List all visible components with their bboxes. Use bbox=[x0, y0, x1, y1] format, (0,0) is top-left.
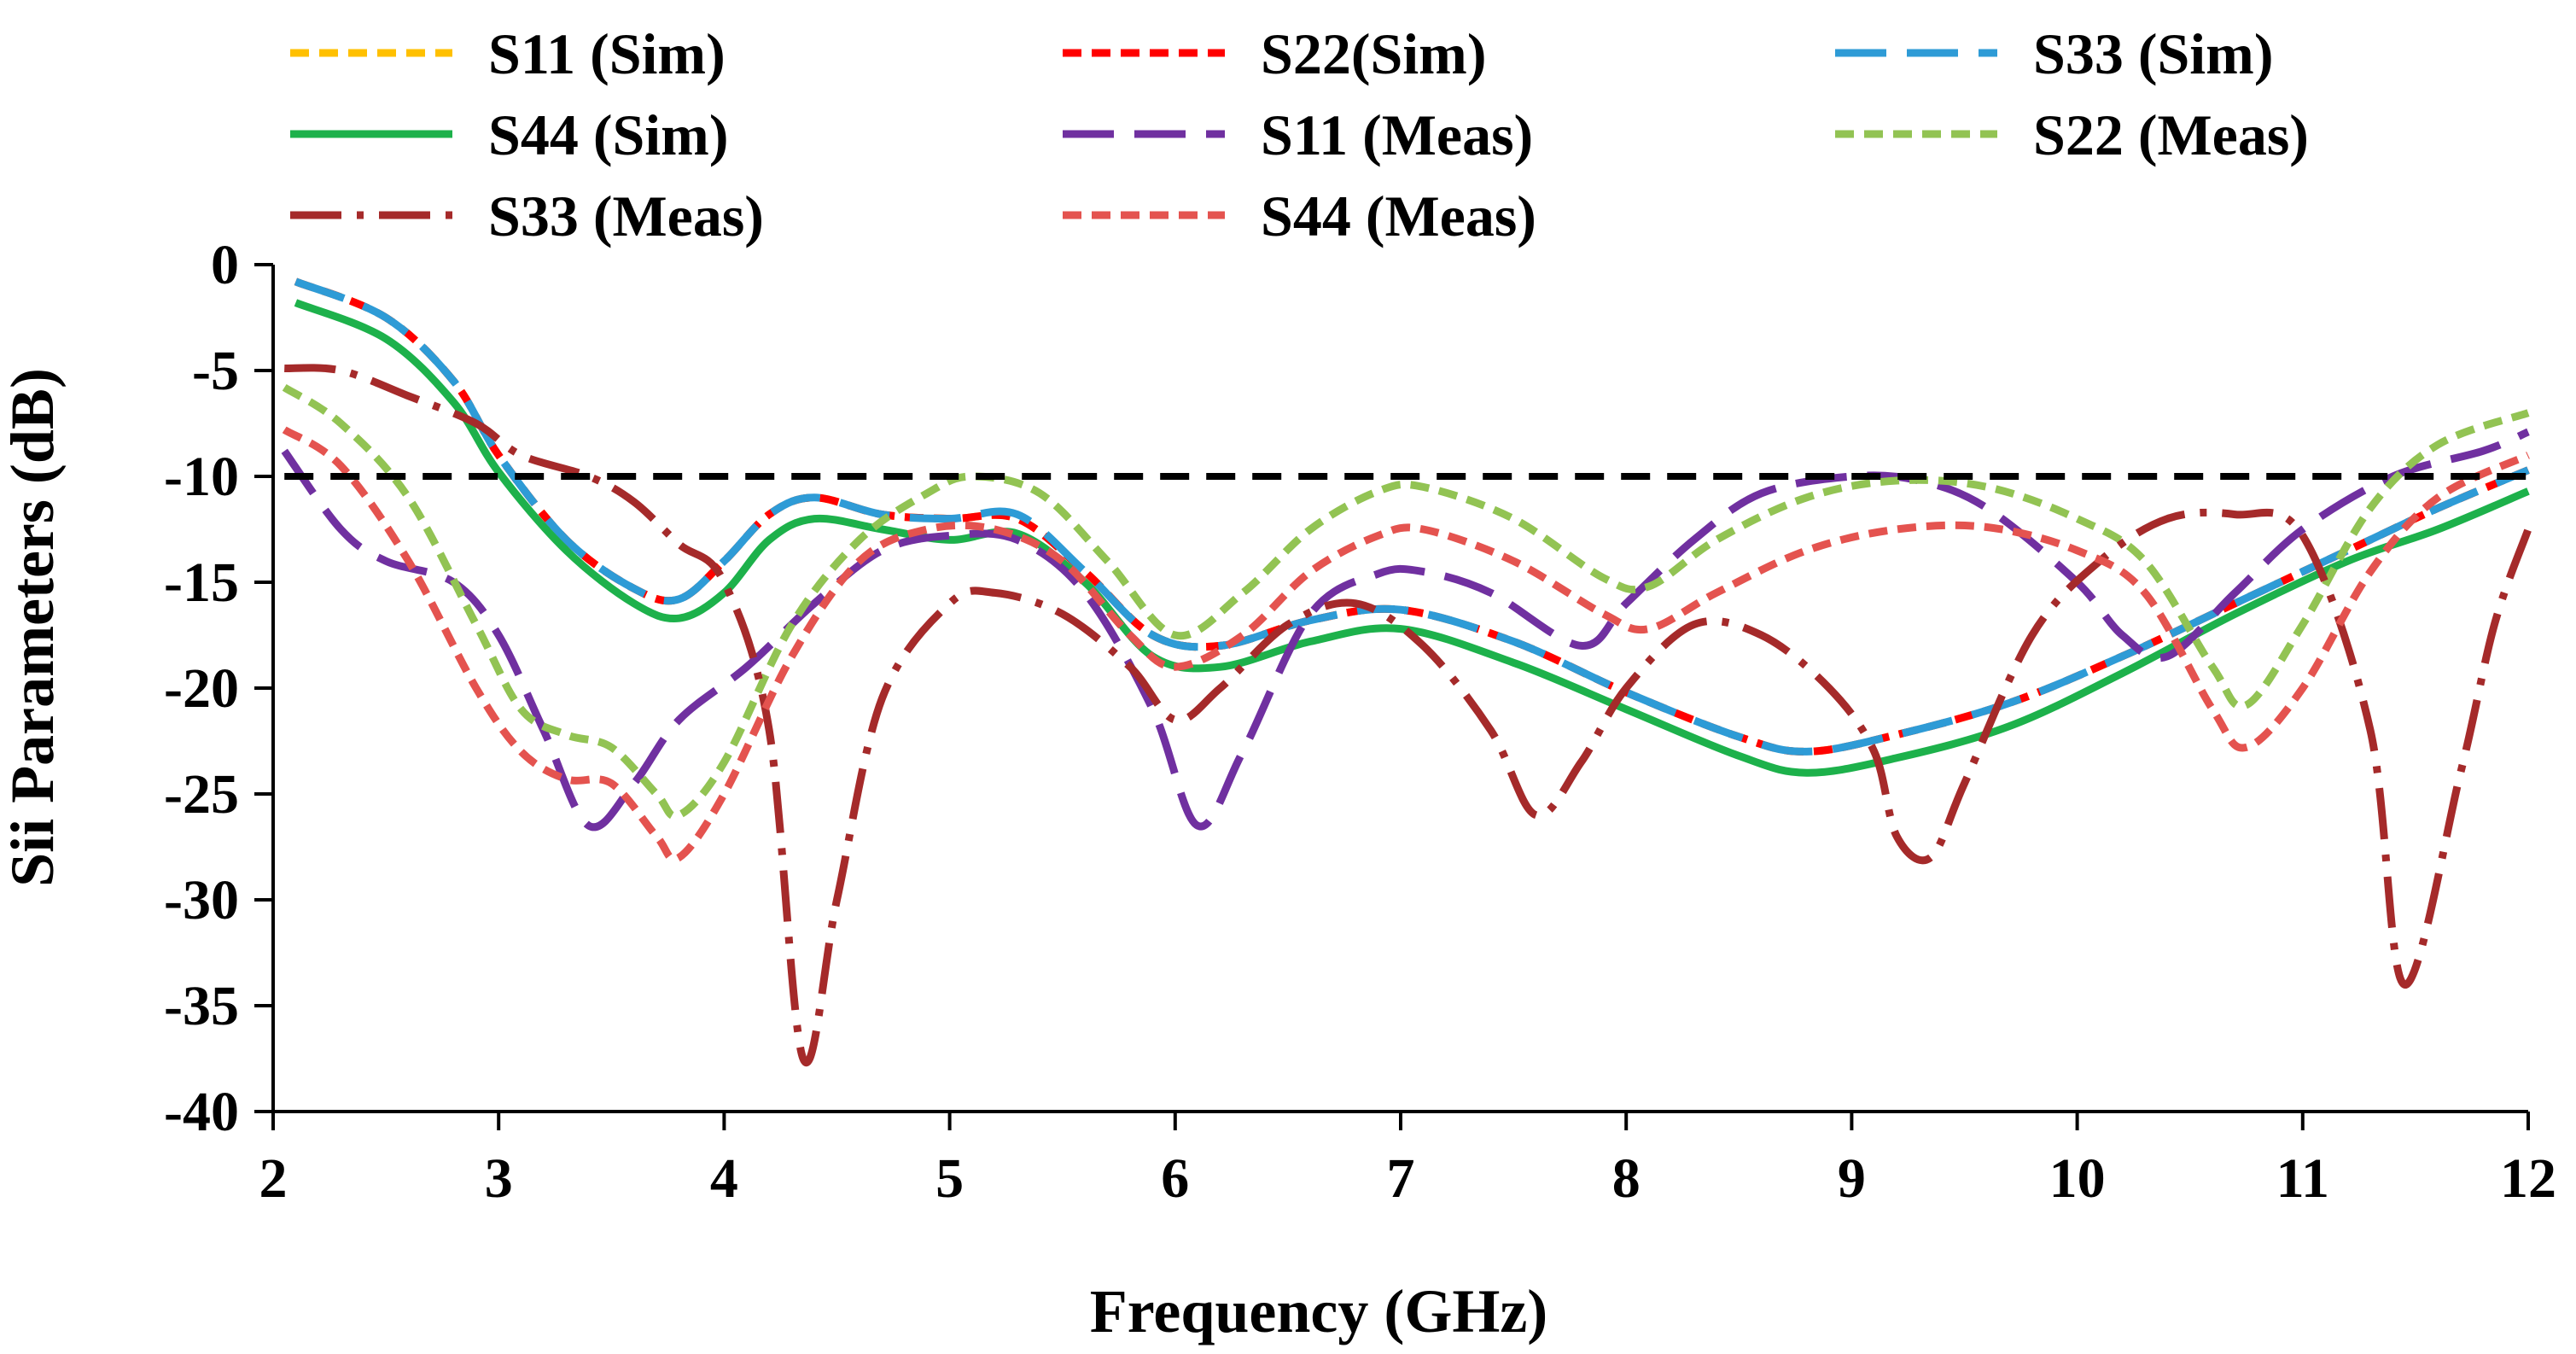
legend-item-s33-meas: S33 (Meas) bbox=[290, 184, 764, 248]
legend-label: S11 (Sim) bbox=[488, 21, 726, 86]
x-tick-label: 10 bbox=[2049, 1147, 2106, 1210]
x-tick-label: 12 bbox=[2500, 1147, 2556, 1210]
legend-item-s44-sim: S44 (Sim) bbox=[290, 102, 728, 167]
y-tick-label: -25 bbox=[164, 763, 239, 826]
legend-item-s11-sim: S11 (Sim) bbox=[290, 21, 726, 86]
y-tick-label: -30 bbox=[164, 869, 239, 931]
y-tick-label: -10 bbox=[164, 446, 239, 508]
series-line-s33-meas bbox=[284, 364, 2532, 1067]
legend-label: S44 (Sim) bbox=[488, 102, 728, 167]
legend-item-s33-sim: S33 (Sim) bbox=[1835, 21, 2273, 86]
y-tick-label: -35 bbox=[164, 975, 239, 1037]
legend-label: S11 (Meas) bbox=[1261, 102, 1533, 167]
x-tick-label: 5 bbox=[935, 1147, 964, 1210]
x-tick-label: 2 bbox=[259, 1147, 288, 1210]
y-axis-ticks: 0 -5 -10 -15 -20 -25 -30 -35 -40 bbox=[164, 234, 273, 1143]
series-line-s44-sim bbox=[294, 299, 2530, 777]
y-tick-label: -20 bbox=[164, 657, 239, 720]
legend-label: S22 (Meas) bbox=[2033, 102, 2309, 167]
legend-item-s22-sim: S22(Sim) bbox=[1063, 21, 1486, 86]
x-tick-label: 11 bbox=[2276, 1147, 2329, 1210]
chart-legend: S11 (Sim) S22(Sim) S33 (Sim) S44 (Sim) S11 (… bbox=[290, 21, 2309, 248]
y-axis-title: Sii Parameters (dB) bbox=[0, 368, 67, 887]
x-axis-ticks: 2 3 4 5 6 7 8 9 10 11 12 bbox=[259, 1112, 2556, 1210]
x-tick-label: 3 bbox=[485, 1147, 513, 1210]
x-tick-label: 4 bbox=[710, 1147, 738, 1210]
x-tick-label: 9 bbox=[1838, 1147, 1866, 1210]
axes: 0 -5 -10 -15 -20 -25 -30 -35 -40 2 3 4 5 6 7 8 9 10 11 12 bbox=[164, 234, 2556, 1210]
legend-label: S44 (Meas) bbox=[1261, 184, 1536, 248]
x-axis-title: Frequency (GHz) bbox=[1090, 1277, 1548, 1345]
y-tick-label: -40 bbox=[164, 1081, 239, 1143]
y-tick-label: -5 bbox=[192, 340, 239, 402]
legend-item-s44-meas: S44 (Meas) bbox=[1063, 184, 1536, 248]
legend-label: S22(Sim) bbox=[1261, 21, 1486, 86]
legend-item-s11-meas: S11 (Meas) bbox=[1063, 102, 1533, 167]
series-line-s44-meas bbox=[282, 426, 2530, 863]
x-tick-label: 6 bbox=[1161, 1147, 1189, 1210]
series-line-s11-meas bbox=[281, 428, 2530, 832]
legend-label: S33 (Meas) bbox=[488, 184, 764, 248]
x-tick-label: 8 bbox=[1612, 1147, 1641, 1210]
plot-area bbox=[281, 277, 2532, 1067]
x-tick-label: 7 bbox=[1387, 1147, 1415, 1210]
series-line-s22-meas bbox=[282, 383, 2530, 820]
y-tick-label: 0 bbox=[211, 234, 239, 296]
legend-item-s22-meas: S22 (Meas) bbox=[1835, 102, 2309, 167]
y-tick-label: -15 bbox=[164, 552, 239, 614]
legend-label: S33 (Sim) bbox=[2033, 21, 2273, 86]
series-line-s33-sim bbox=[294, 277, 2530, 756]
